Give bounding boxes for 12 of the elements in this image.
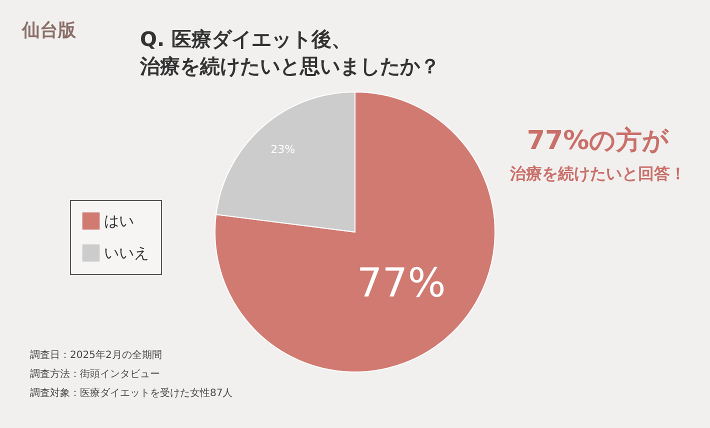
chart-title: Q. 医療ダイエット後、	[140, 27, 352, 51]
text: 治療を続けたいと回答！	[509, 164, 686, 183]
legend-label: はい	[104, 212, 134, 230]
chart-subtitle: 治療を続けたいと思いましたか？	[139, 54, 440, 78]
text: 調査対象：医療ダイエットを受けた女性87人	[30, 387, 233, 399]
pie-slice	[214, 92, 496, 372]
text: 調査方法：街頭インタビュー	[30, 368, 160, 380]
data-label: 77%	[356, 260, 446, 307]
text: 調査日：2025年2月の全期間	[30, 349, 162, 361]
legend-label: いいえ	[104, 244, 149, 262]
text: 77%の方が	[526, 126, 670, 156]
text: 仙台版	[21, 20, 77, 41]
